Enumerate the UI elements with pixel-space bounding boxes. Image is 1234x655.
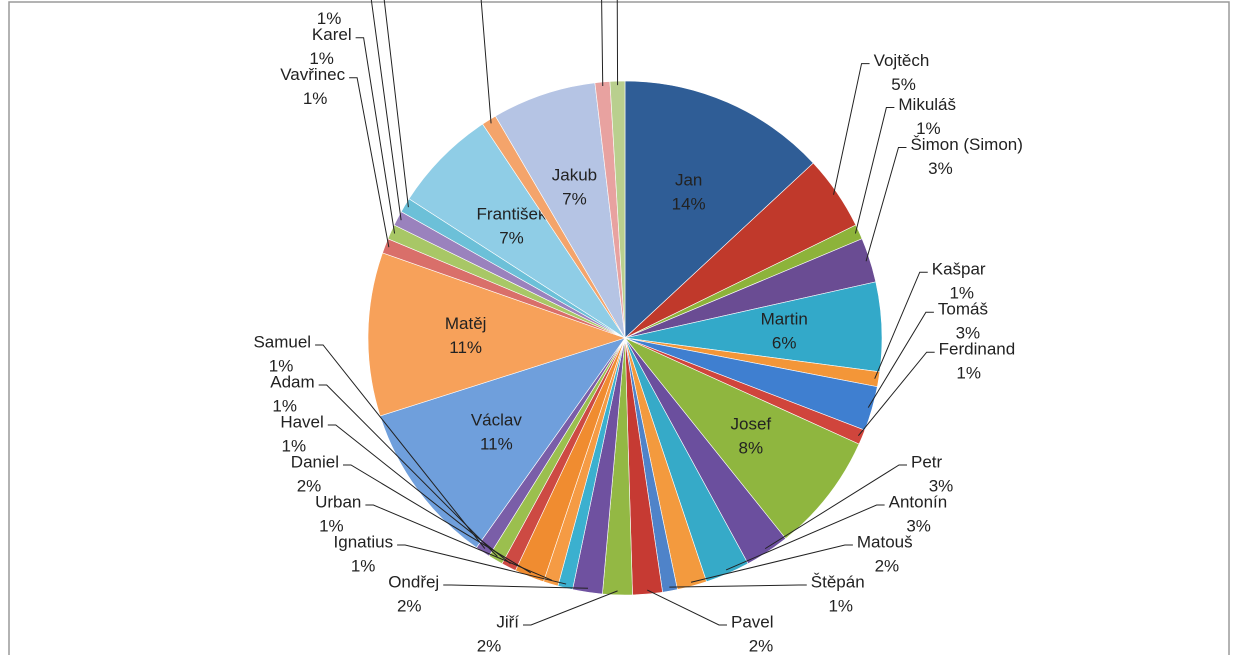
- leader-line: [318, 384, 498, 557]
- leader-line: [725, 504, 885, 571]
- slice-label: Ignatius: [334, 532, 394, 551]
- leader-line: [383, 0, 409, 208]
- slice-label: Adam: [270, 372, 314, 391]
- slice-label: Ondřej: [388, 572, 439, 591]
- slice-value-label: 7%: [499, 229, 524, 248]
- slice-value-label: 2%: [297, 476, 322, 495]
- leader-line: [764, 464, 907, 550]
- slice-value-label: 1%: [317, 9, 342, 28]
- slice-label: Martin: [761, 309, 808, 328]
- slice-value-label: 2%: [397, 596, 422, 615]
- slice-value-label: 11%: [480, 435, 513, 454]
- slice-value-label: 2%: [477, 636, 502, 655]
- leader-line: [327, 424, 511, 564]
- slice-label: Řehoř: [313, 0, 360, 4]
- leader-line: [370, 0, 402, 221]
- slice-label: Samuel: [253, 332, 311, 351]
- slice-label: Jan: [675, 170, 702, 189]
- leader-line: [365, 504, 552, 581]
- slice-value-label: 11%: [449, 338, 482, 357]
- slice-value-label: 8%: [739, 438, 764, 457]
- slice-value-label: 3%: [928, 159, 953, 178]
- slice-label: František: [477, 205, 547, 224]
- slice-label: Štěpán: [811, 572, 865, 591]
- leader-line: [480, 0, 492, 124]
- slice-value-label: 3%: [929, 476, 954, 495]
- leader-line: [865, 147, 907, 262]
- slice-value-label: 1%: [269, 356, 294, 375]
- slice-value-label: 1%: [309, 49, 334, 68]
- slice-value-label: 3%: [906, 516, 931, 535]
- leader-line: [647, 589, 727, 626]
- leader-line: [854, 107, 895, 234]
- leader-line: [523, 590, 618, 626]
- slice-label: Tomáš: [938, 300, 988, 319]
- slice-label: Antonín: [889, 492, 948, 511]
- slice-value-label: 1%: [916, 119, 941, 138]
- slice-value-label: 1%: [351, 556, 376, 575]
- leader-line: [349, 77, 390, 248]
- slice-value-label: 6%: [772, 333, 797, 352]
- slice-label: Mikuláš: [898, 95, 956, 114]
- slice-label: Daniel: [291, 452, 339, 471]
- slice-value-label: 7%: [562, 189, 587, 208]
- slice-value-label: 1%: [949, 284, 974, 303]
- slice-label: Petr: [911, 452, 943, 471]
- pie-slice: [624, 337, 860, 540]
- slice-value-label: 1%: [828, 596, 853, 615]
- leader-line: [857, 351, 935, 436]
- leader-line: [397, 544, 567, 585]
- slice-label: Josef: [730, 414, 771, 433]
- slice-label: Matouš: [857, 532, 913, 551]
- slice-value-label: 3%: [956, 324, 981, 343]
- slice-label: Urban: [315, 492, 361, 511]
- leader-line: [443, 584, 589, 589]
- leader-line: [669, 584, 807, 588]
- pie-slice: [624, 80, 814, 339]
- slice-label: Pavel: [731, 612, 774, 631]
- slice-label: Karel: [312, 25, 352, 44]
- slice-value-label: 1%: [303, 89, 328, 108]
- slice-value-label: 1%: [272, 396, 297, 415]
- slice-label: Jakub: [552, 165, 597, 184]
- slice-value-label: 2%: [749, 636, 774, 655]
- leader-line: [355, 37, 396, 234]
- slice-label: Jiří: [496, 612, 519, 631]
- leader-line: [867, 311, 934, 408]
- slice-label: Matěj: [445, 314, 487, 333]
- slice-label: Šimon (Simon): [910, 135, 1022, 154]
- slice-label: Vojtěch: [874, 51, 930, 70]
- slice-label: Václav: [471, 411, 523, 430]
- slice-value-label: 14%: [672, 194, 706, 213]
- slice-value-label: 2%: [875, 556, 900, 575]
- slice-value-label: 1%: [956, 364, 981, 383]
- slice-label: Havel: [280, 412, 323, 431]
- leader-line: [690, 544, 853, 583]
- leader-line: [833, 63, 870, 195]
- leader-line: [315, 344, 486, 549]
- slice-label: Vavřinec: [280, 65, 345, 84]
- slice-value-label: 1%: [282, 436, 307, 455]
- slice-value-label: 5%: [891, 75, 916, 94]
- slice-value-label: 1%: [319, 516, 344, 535]
- slice-label: Ferdinand: [939, 340, 1016, 359]
- slice-label: Kašpar: [932, 260, 986, 279]
- leader-line: [874, 271, 928, 379]
- leader-line: [601, 0, 604, 86]
- pie-slice: [367, 252, 626, 417]
- leader-line: [343, 464, 532, 574]
